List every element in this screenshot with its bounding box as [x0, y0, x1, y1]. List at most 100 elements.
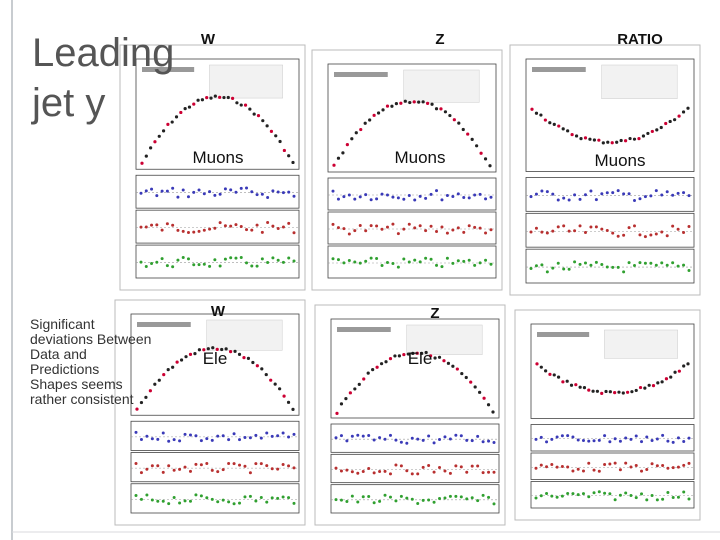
ratio-dot — [470, 496, 474, 500]
ratio-dot — [156, 464, 160, 468]
ratio-dot — [229, 224, 233, 228]
ratio-dot — [666, 466, 670, 470]
plot-dot — [630, 390, 634, 394]
ratio-dot — [634, 463, 638, 467]
ratio-dot — [534, 466, 538, 470]
plot-dot — [166, 368, 170, 372]
ratio-dot — [650, 494, 654, 498]
ratio-frame — [135, 209, 300, 244]
ratio-frame — [130, 420, 300, 451]
ratio-dot — [178, 501, 182, 505]
ratio-dot — [172, 468, 176, 472]
plot-dot — [381, 108, 385, 112]
ratio-dot — [665, 234, 669, 238]
legend-block — [209, 64, 283, 99]
ratio-dot — [671, 224, 675, 228]
ratio-dot — [245, 186, 249, 190]
ratio-dot — [682, 191, 686, 195]
plot-dot — [664, 377, 669, 381]
ratio-dot — [367, 494, 371, 498]
ratio-dot — [571, 469, 575, 473]
plot-dot — [421, 100, 425, 104]
slide-title: Leading jet y — [32, 31, 175, 125]
ratio-dot — [676, 465, 680, 469]
plot-dot — [673, 118, 677, 122]
plot-dot — [269, 378, 273, 382]
ratio-dot — [176, 228, 180, 232]
ratio-dot — [562, 224, 566, 228]
ratio-dot — [270, 467, 274, 471]
plot-dot — [166, 122, 170, 127]
ratio-dot — [600, 192, 604, 196]
ratio-dot — [638, 233, 642, 237]
ratio-dot — [476, 464, 480, 468]
plot-dot — [235, 101, 239, 105]
plot-dot — [274, 134, 278, 138]
plot-dot — [583, 136, 588, 140]
ratio-dot — [413, 258, 417, 262]
plot-dot — [437, 355, 442, 359]
ratio-dot — [405, 469, 409, 473]
plot-dot — [566, 129, 570, 133]
ratio-dot — [492, 441, 496, 445]
ratio-dot — [550, 437, 554, 441]
ratio-dot — [402, 227, 406, 231]
ratio-dot — [171, 186, 175, 190]
plot-dot — [278, 139, 282, 144]
ratio-dot — [448, 494, 452, 498]
plot-dot — [255, 364, 259, 368]
ratio-dot — [555, 495, 559, 499]
ratio-frame — [525, 212, 695, 248]
ratio-dot — [139, 225, 143, 229]
ratio-dot — [172, 496, 176, 500]
ratio-dot — [687, 225, 691, 229]
ratio-dot — [265, 431, 269, 435]
ratio-dot — [391, 262, 395, 266]
plot-dot — [368, 118, 372, 122]
ratio-dot — [186, 257, 190, 261]
ratio-dot — [465, 497, 469, 501]
plot-dot — [534, 111, 539, 115]
plot-dot — [659, 125, 663, 130]
plot-dot — [610, 141, 614, 145]
ratio-frame — [530, 452, 695, 480]
ratio-dot — [556, 261, 560, 265]
ratio-dot — [676, 191, 680, 195]
ratio-dot — [589, 263, 593, 267]
ratio-dot — [260, 192, 264, 196]
ratio-frame — [135, 174, 300, 209]
ratio-dot — [470, 464, 474, 468]
ratio-dot — [155, 223, 159, 227]
plot-frame — [530, 323, 695, 419]
ratio-dot — [687, 497, 691, 501]
ratio-dot — [165, 222, 169, 226]
ratio-dot — [232, 502, 236, 506]
ratio-dot — [281, 431, 285, 435]
ratio-dot — [238, 438, 242, 442]
ratio-dot — [435, 263, 439, 267]
plot-dot — [557, 124, 561, 128]
ratio-dot — [350, 494, 354, 498]
ratio-dot — [534, 264, 538, 268]
ratio-dot — [435, 189, 439, 193]
ratio-dot — [613, 498, 617, 502]
ratio-dot — [350, 470, 354, 474]
ratio-dot — [676, 495, 680, 499]
ratio-dot — [165, 189, 169, 193]
plot-dot — [332, 163, 336, 167]
ratio-dot — [671, 193, 675, 197]
ratio-dot — [613, 461, 617, 465]
ratio-dot — [407, 193, 411, 197]
ratio-dot — [361, 470, 365, 474]
ratio-dot — [192, 230, 196, 234]
plot-dot — [479, 151, 483, 155]
ratio-frame — [530, 481, 695, 509]
ratio-dot — [270, 496, 274, 500]
ratio-dot — [418, 194, 422, 198]
ratio-dot — [234, 256, 238, 260]
plot-dot — [429, 354, 433, 358]
plot-dot — [148, 389, 152, 393]
ratio-dot — [567, 267, 571, 271]
ratio-dot — [443, 496, 447, 500]
ratio-dot — [266, 260, 270, 264]
